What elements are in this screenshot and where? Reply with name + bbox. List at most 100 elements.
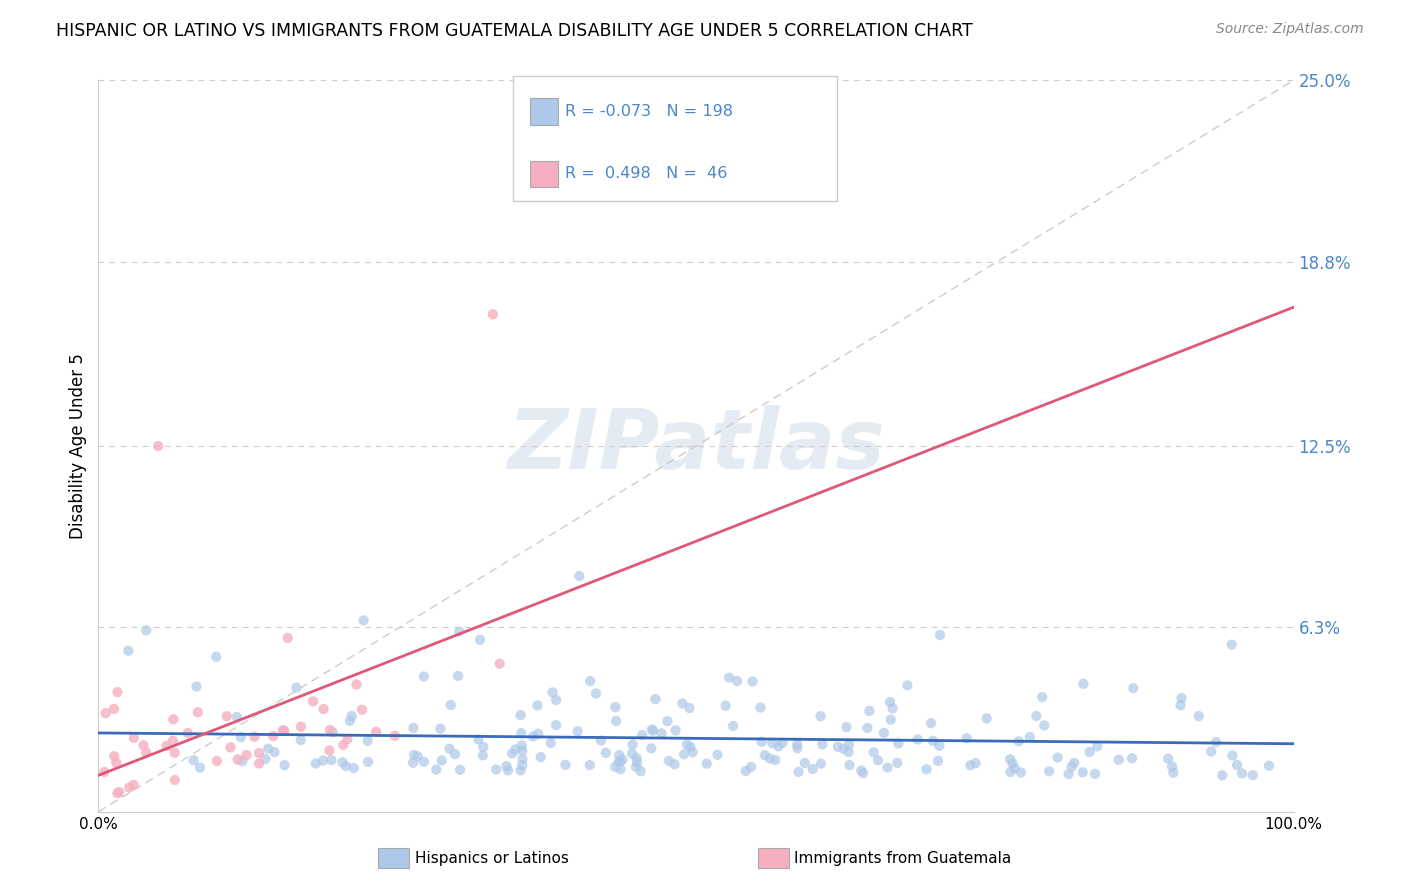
Text: R =  0.498   N =  46: R = 0.498 N = 46: [565, 167, 727, 181]
Point: [512, 758, 534, 772]
Point: [772, 736, 794, 750]
Point: [607, 747, 630, 762]
Point: [605, 760, 627, 774]
Point: [1230, 766, 1253, 780]
Point: [754, 748, 776, 763]
Point: [886, 756, 908, 770]
Point: [626, 751, 648, 765]
Point: [568, 569, 591, 583]
Point: [357, 755, 380, 769]
Point: [103, 702, 125, 716]
Point: [254, 752, 277, 766]
Point: [787, 764, 810, 779]
Point: [332, 756, 354, 770]
Point: [641, 723, 664, 737]
Point: [402, 721, 425, 735]
Point: [485, 763, 508, 777]
Point: [664, 757, 686, 772]
Point: [768, 739, 790, 754]
Point: [231, 754, 253, 768]
Point: [1226, 758, 1249, 772]
Point: [1205, 735, 1227, 749]
Point: [215, 709, 238, 723]
Point: [965, 756, 987, 771]
Point: [851, 764, 873, 778]
Point: [761, 736, 783, 750]
Point: [319, 723, 342, 737]
Point: [1199, 744, 1222, 758]
Point: [530, 750, 553, 764]
Point: [751, 735, 773, 749]
Point: [449, 624, 471, 639]
Point: [1108, 753, 1130, 767]
Point: [350, 703, 373, 717]
Point: [929, 628, 952, 642]
Point: [734, 764, 756, 778]
Point: [1000, 764, 1022, 779]
Point: [838, 745, 860, 759]
Point: [526, 698, 548, 713]
Point: [740, 760, 762, 774]
Point: [1001, 756, 1024, 771]
Point: [1060, 759, 1083, 773]
Point: [340, 709, 363, 723]
Point: [186, 680, 208, 694]
Point: [226, 752, 249, 766]
Point: [468, 632, 491, 647]
Point: [759, 751, 782, 765]
Y-axis label: Disability Age Under 5: Disability Age Under 5: [69, 353, 87, 539]
Point: [118, 780, 141, 795]
Text: ZIPatlas: ZIPatlas: [508, 406, 884, 486]
Point: [356, 734, 378, 748]
Point: [554, 757, 576, 772]
Point: [640, 741, 662, 756]
Text: Hispanics or Latinos: Hispanics or Latinos: [415, 851, 568, 865]
Point: [920, 716, 942, 731]
Point: [302, 694, 325, 708]
Point: [318, 743, 340, 757]
Point: [882, 701, 904, 715]
Text: Source: ZipAtlas.com: Source: ZipAtlas.com: [1216, 22, 1364, 37]
Point: [1222, 748, 1244, 763]
Point: [786, 741, 808, 756]
Point: [1063, 756, 1085, 770]
Point: [873, 726, 896, 740]
Point: [495, 759, 517, 773]
Point: [585, 686, 607, 700]
Point: [605, 700, 627, 714]
Point: [257, 741, 280, 756]
Point: [887, 736, 910, 750]
Point: [108, 785, 131, 799]
Point: [94, 706, 117, 720]
Point: [312, 754, 335, 768]
Point: [578, 758, 600, 772]
Point: [793, 756, 815, 770]
Point: [353, 613, 375, 627]
Point: [907, 732, 929, 747]
Point: [810, 756, 832, 771]
Point: [305, 756, 328, 771]
Point: [879, 695, 901, 709]
Point: [862, 746, 884, 760]
Point: [609, 762, 631, 776]
Point: [1157, 751, 1180, 765]
Point: [447, 669, 470, 683]
Point: [501, 747, 523, 761]
Point: [290, 720, 312, 734]
Point: [838, 738, 860, 752]
Point: [1073, 677, 1095, 691]
Point: [496, 764, 519, 778]
Point: [896, 678, 918, 692]
Point: [567, 724, 589, 739]
Point: [624, 760, 647, 774]
Point: [412, 755, 434, 769]
Point: [801, 762, 824, 776]
Point: [285, 681, 308, 695]
Point: [927, 754, 949, 768]
Point: [664, 723, 686, 738]
Point: [671, 697, 693, 711]
Point: [546, 718, 568, 732]
Point: [915, 762, 938, 776]
Point: [1084, 766, 1107, 780]
Point: [998, 752, 1021, 766]
